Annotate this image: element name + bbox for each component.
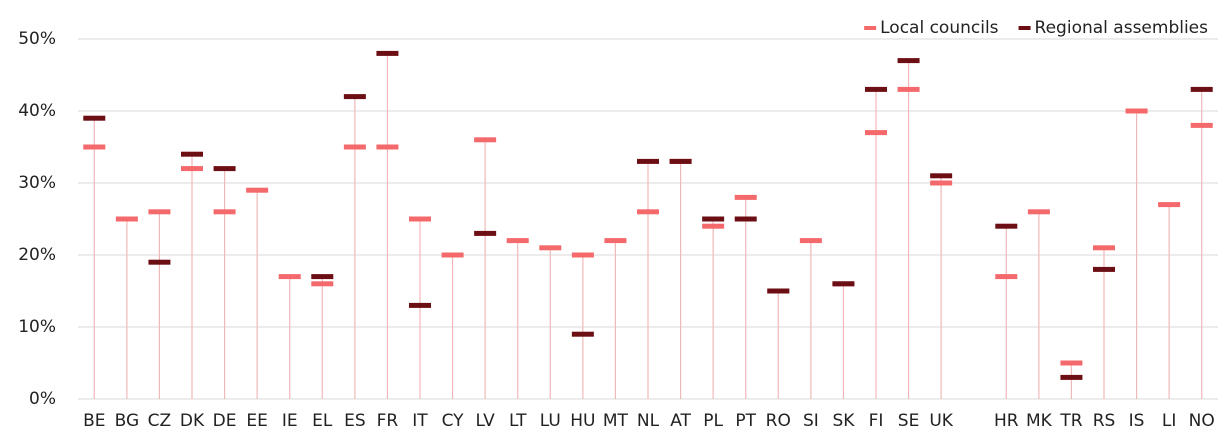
marker <box>539 245 562 251</box>
marker <box>278 274 301 280</box>
y-tick-label: 40% <box>18 101 56 121</box>
x-tick-label: RO <box>766 411 791 431</box>
x-tick-label: FR <box>377 411 399 431</box>
x-tick-label: NL <box>637 411 660 431</box>
marker <box>865 130 887 136</box>
x-tick-label: PL <box>703 411 723 431</box>
y-tick-label: 0% <box>29 389 56 409</box>
legend-swatch <box>1018 26 1031 30</box>
marker <box>343 144 366 150</box>
x-tick-label: HU <box>570 411 595 431</box>
x-tick-label: SK <box>832 411 855 431</box>
marker <box>376 144 399 150</box>
x-tick-label: SI <box>803 411 819 431</box>
marker <box>1190 86 1213 92</box>
marker <box>1060 374 1083 380</box>
x-tick-label: UK <box>929 411 953 431</box>
x-tick-label: LI <box>1162 411 1177 431</box>
marker <box>148 259 171 265</box>
marker <box>604 238 627 244</box>
x-tick-label: NO <box>1189 411 1215 431</box>
marker <box>995 274 1018 280</box>
marker <box>213 209 236 215</box>
marker <box>409 216 431 222</box>
marker <box>1125 108 1148 114</box>
x-tick-label: MT <box>603 411 629 431</box>
x-tick-label: CY <box>442 411 465 431</box>
y-tick-label: 50% <box>18 29 56 49</box>
marker <box>799 238 822 244</box>
marker <box>702 223 725 229</box>
x-tick-label: IE <box>282 411 298 431</box>
x-tick-label: TR <box>1059 411 1082 431</box>
marker <box>865 86 887 92</box>
marker <box>832 281 855 287</box>
marker <box>311 274 334 280</box>
x-tick-label: DE <box>213 411 237 431</box>
x-tick-label: AT <box>670 411 691 431</box>
x-tick-label: LT <box>509 411 527 431</box>
marker <box>897 58 920 64</box>
marker <box>181 151 203 157</box>
x-tick-label: IT <box>412 411 428 431</box>
marker <box>669 158 692 164</box>
marker <box>767 288 790 294</box>
x-tick-label: DK <box>180 411 205 431</box>
marker <box>506 238 529 244</box>
marker <box>897 86 920 92</box>
marker <box>181 166 203 172</box>
legend-swatch <box>864 26 877 30</box>
marker <box>376 50 399 56</box>
marker <box>1158 202 1181 208</box>
x-tick-label: EE <box>246 411 267 431</box>
marker <box>1190 122 1213 128</box>
marker <box>409 302 431 308</box>
marker <box>930 180 953 186</box>
marker <box>734 216 757 222</box>
marker <box>311 281 334 287</box>
marker <box>474 230 497 236</box>
marker <box>702 216 725 222</box>
legend-label: Local councils <box>880 18 999 38</box>
x-tick-label: SE <box>898 411 920 431</box>
marker <box>1093 266 1115 272</box>
marker <box>83 144 106 150</box>
legend-label: Regional assemblies <box>1035 18 1209 38</box>
marker <box>1060 360 1083 366</box>
marker <box>734 194 757 200</box>
x-tick-label: FI <box>869 411 884 431</box>
x-tick-label: PT <box>735 411 756 431</box>
y-tick-label: 10% <box>18 317 56 337</box>
marker <box>115 216 138 222</box>
x-tick-label: RS <box>1093 411 1116 431</box>
marker <box>213 166 236 172</box>
x-tick-label: BG <box>115 411 140 431</box>
marker <box>1027 209 1050 215</box>
x-tick-label: LU <box>540 411 561 431</box>
marker <box>148 209 171 215</box>
marker <box>1093 245 1115 251</box>
marker <box>246 187 269 193</box>
x-tick-label: BE <box>83 411 105 431</box>
marker <box>930 173 953 179</box>
y-tick-label: 20% <box>18 245 56 265</box>
x-tick-label: CZ <box>148 411 172 431</box>
x-tick-label: MK <box>1026 411 1053 431</box>
marker <box>571 252 594 258</box>
y-tick-label: 30% <box>18 173 56 193</box>
x-tick-label: EL <box>312 411 333 431</box>
marker <box>995 223 1018 229</box>
marker <box>474 137 497 143</box>
x-tick-label: LV <box>476 411 496 431</box>
marker <box>637 158 659 164</box>
x-tick-label: HR <box>994 411 1019 431</box>
marker <box>571 331 594 337</box>
marker <box>637 209 659 215</box>
marker <box>83 115 106 121</box>
marker <box>343 94 366 100</box>
x-tick-label: IS <box>1129 411 1145 431</box>
marker <box>441 252 464 258</box>
x-tick-label: ES <box>344 411 366 431</box>
